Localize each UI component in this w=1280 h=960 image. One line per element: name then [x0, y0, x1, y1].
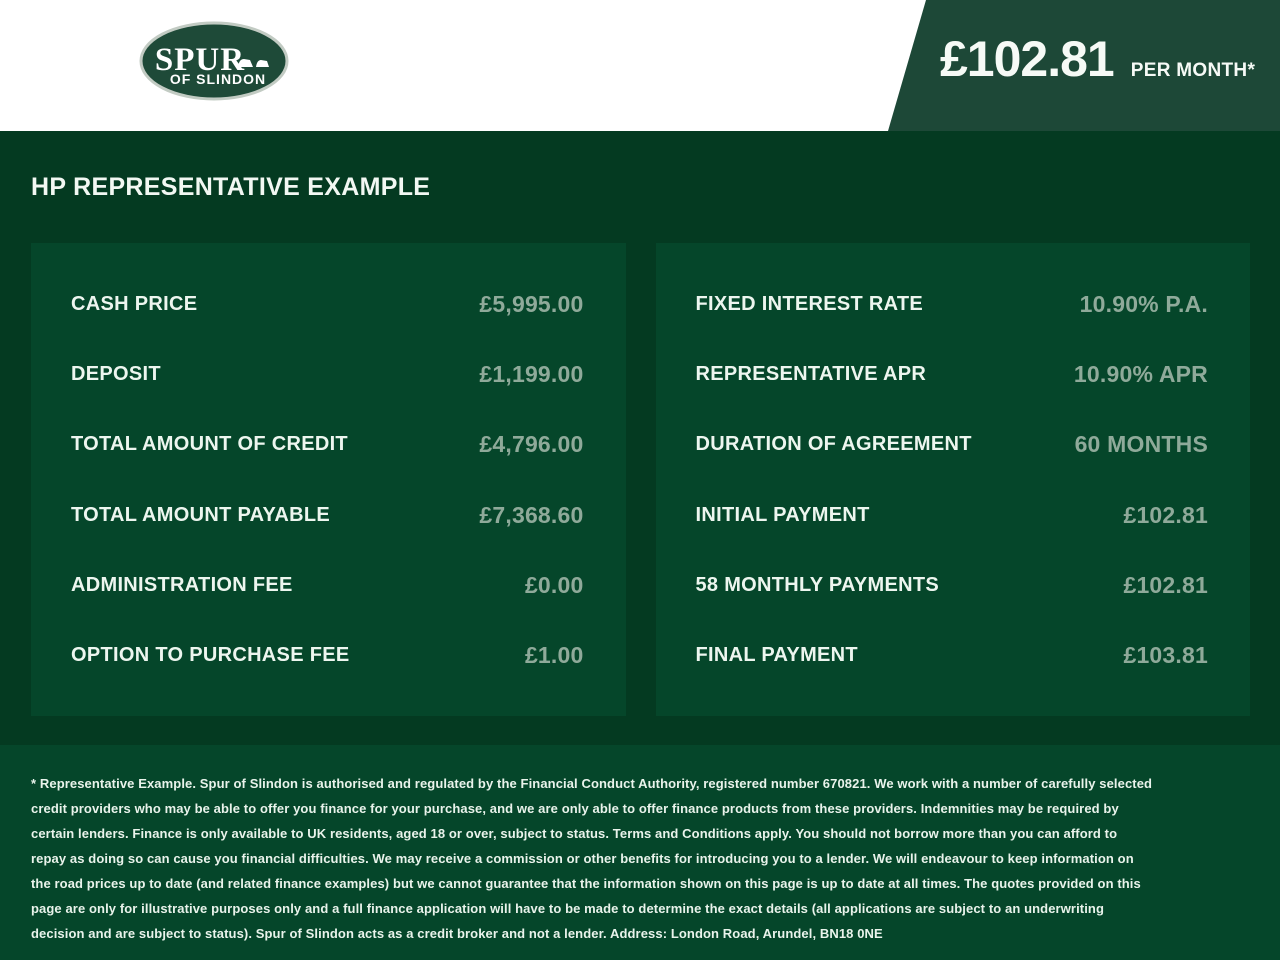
- logo-text-primary: SPUR: [155, 42, 245, 78]
- logo-truck-icons: [238, 59, 269, 67]
- finance-row: CASH PRICE £5,995.00: [71, 270, 584, 340]
- finance-row-label: INITIAL PAYMENT: [695, 503, 870, 526]
- finance-row-label: DURATION OF AGREEMENT: [695, 433, 972, 456]
- finance-row-value: £5,995.00: [479, 291, 584, 317]
- finance-row-label: FINAL PAYMENT: [695, 643, 858, 666]
- finance-row-label: TOTAL AMOUNT PAYABLE: [71, 503, 330, 526]
- finance-row: 58 MONTHLY PAYMENTS £102.81: [696, 550, 1209, 620]
- finance-row-value: £1,199.00: [479, 361, 584, 388]
- header: SPUR OF SLINDON £102.81 PER MONTH*: [0, 0, 1280, 131]
- finance-row-label: ADMINISTRATION FEE: [71, 573, 293, 596]
- finance-row: FIXED INTEREST RATE 10.90% P.A.: [696, 270, 1209, 340]
- finance-row: DURATION OF AGREEMENT 60 MONTHS: [696, 410, 1209, 480]
- finance-row-label: TOTAL AMOUNT OF CREDIT: [71, 433, 348, 456]
- finance-row: INITIAL PAYMENT £102.81: [696, 480, 1209, 550]
- monthly-price: £102.81: [940, 31, 1115, 87]
- finance-row-value: £1.00: [524, 641, 584, 668]
- dealer-logo-oval-icon: SPUR OF SLINDON: [139, 21, 289, 101]
- monthly-price-badge: £102.81 PER MONTH*: [888, 0, 1280, 131]
- page-title: HP REPRESENTATIVE EXAMPLE: [31, 173, 431, 201]
- disclaimer-text: * Representative Example. Spur of Slindo…: [31, 776, 1153, 941]
- finance-row: FINAL PAYMENT £103.81: [696, 620, 1209, 690]
- finance-row-label: DEPOSIT: [71, 363, 161, 386]
- finance-row-value: £102.81: [1123, 571, 1208, 598]
- finance-row: TOTAL AMOUNT OF CREDIT £4,796.00: [71, 410, 584, 480]
- monthly-price-suffix: PER MONTH*: [1130, 60, 1256, 81]
- monthly-price-badge-inner: £102.81 PER MONTH*: [888, 0, 1280, 84]
- finance-row: ADMINISTRATION FEE £0.00: [71, 550, 584, 620]
- finance-panel-left: CASH PRICE £5,995.00 DEPOSIT £1,199.00 T…: [31, 242, 626, 716]
- disclaimer-band: * Representative Example. Spur of Slindo…: [0, 745, 1280, 960]
- finance-row-value: £102.81: [1123, 501, 1208, 528]
- finance-panels: CASH PRICE £5,995.00 DEPOSIT £1,199.00 T…: [31, 242, 1250, 716]
- dealer-logo: SPUR OF SLINDON: [138, 20, 290, 107]
- finance-row-value: £7,368.60: [479, 501, 584, 528]
- finance-row: REPRESENTATIVE APR 10.90% APR: [696, 340, 1209, 410]
- finance-row-label: FIXED INTEREST RATE: [695, 293, 924, 315]
- finance-row-label: 58 MONTHLY PAYMENTS: [695, 573, 940, 596]
- finance-row-value: 60 MONTHS: [1074, 431, 1208, 458]
- finance-row: OPTION TO PURCHASE FEE £1.00: [71, 620, 584, 690]
- finance-row-value: £4,796.00: [479, 431, 584, 458]
- finance-row-label: OPTION TO PURCHASE FEE: [71, 643, 350, 666]
- finance-row-value: £0.00: [524, 571, 584, 598]
- finance-row-value: £103.81: [1123, 641, 1208, 668]
- finance-row-value: 10.90% APR: [1073, 361, 1208, 388]
- finance-row: DEPOSIT £1,199.00: [71, 340, 584, 410]
- finance-row-value: 10.90% P.A.: [1079, 291, 1208, 317]
- finance-row-label: CASH PRICE: [71, 293, 198, 315]
- finance-row-label: REPRESENTATIVE APR: [695, 363, 927, 386]
- finance-row: TOTAL AMOUNT PAYABLE £7,368.60: [71, 480, 584, 550]
- finance-panel-right: FIXED INTEREST RATE 10.90% P.A. REPRESEN…: [655, 242, 1250, 716]
- logo-text-secondary: OF SLINDON: [170, 71, 266, 87]
